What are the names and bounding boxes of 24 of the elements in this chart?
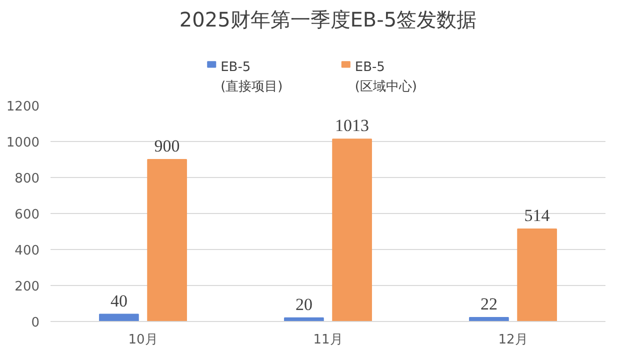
data-label: 1013 (335, 116, 370, 136)
data-label: 22 (480, 294, 498, 314)
y-tick-label: 400 (14, 244, 40, 258)
y-tick-label: 200 (14, 280, 40, 294)
y-tick-label: 1200 (6, 100, 40, 114)
data-label: 20 (295, 294, 312, 314)
y-tick-label: 0 (31, 316, 40, 330)
bar (332, 138, 372, 322)
chart-title: 2025财年第一季度EB-5签发数据 (179, 8, 477, 32)
y-tick-label: 600 (14, 208, 40, 222)
data-label: 40 (110, 291, 128, 310)
bar (99, 314, 139, 322)
data-label: 514 (524, 206, 550, 225)
legend-label: EB-5 (直接项目) (220, 60, 283, 95)
bar (469, 317, 509, 322)
y-tick-label: 800 (14, 172, 40, 186)
legend-label: EB-5 (区域中心) (354, 60, 418, 95)
bar (147, 159, 187, 322)
data-label: 900 (154, 136, 180, 156)
bar (517, 228, 557, 322)
y-tick-label: 1000 (6, 136, 40, 150)
x-tick-label: 12月 (498, 332, 528, 348)
x-tick-label: 10月 (128, 332, 158, 348)
x-tick-label: 11月 (313, 332, 343, 348)
